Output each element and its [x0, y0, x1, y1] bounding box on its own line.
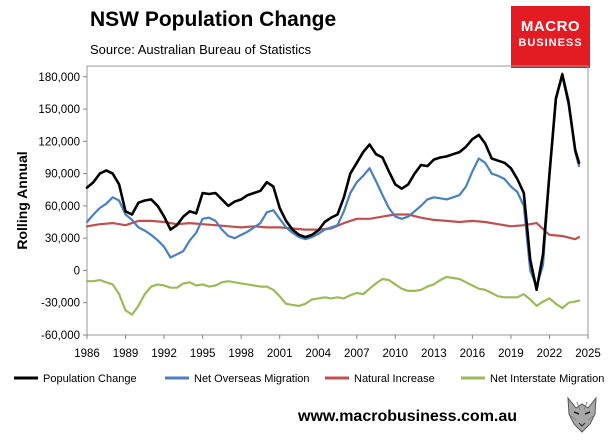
wolf-mascot-icon — [562, 394, 602, 436]
logo-line-2: BUSINESS — [518, 37, 583, 49]
y-axis-ticks: -60,000 -30,000 0 30,000 60,000 90,000 120,000… — [38, 72, 87, 342]
x-tick-label: 1989 — [113, 348, 139, 360]
y-axis-title: Rolling Annual — [14, 151, 30, 249]
x-axis-ticks: 1986 1989 1992 1995 1998 2001 2004 2007 2010 2013… — [74, 335, 601, 360]
x-tick-label: 2016 — [460, 348, 486, 360]
y-tick-label: 180,000 — [38, 72, 80, 84]
series-line-net-overseas-migration — [85, 72, 581, 288]
plot-frame — [86, 65, 589, 336]
series-line-population-change — [85, 73, 581, 292]
chart-title: NSW Population Change — [90, 8, 337, 31]
x-tick-label: 2013 — [421, 348, 447, 360]
x-tick-label: 1986 — [74, 348, 100, 360]
y-tick-label: 60,000 — [45, 201, 80, 213]
y-tick-label: -30,000 — [41, 298, 80, 310]
x-tick-label: 1998 — [228, 348, 254, 360]
x-tick-label: 2004 — [305, 348, 331, 360]
y-tick-label: 120,000 — [38, 136, 80, 148]
website-url: www.macrobusiness.com.au — [298, 408, 518, 425]
x-tick-label: 2001 — [267, 348, 293, 360]
x-tick-label: 1995 — [190, 348, 216, 360]
series-lines — [85, 72, 581, 316]
y-axis-title-group: Rolling Annual — [14, 151, 30, 249]
series-line-net-interstate-migration — [85, 275, 581, 316]
plot-border — [86, 65, 589, 336]
y-tick-label: 90,000 — [45, 169, 80, 181]
x-tick-label: 2022 — [537, 348, 563, 360]
chart-subtitle: Source: Australian Bureau of Statistics — [90, 42, 312, 57]
legend: Population Change Net Overseas Migration N… — [14, 373, 604, 385]
logo-line-1: MACRO — [520, 18, 581, 35]
x-tick-label: 2007 — [344, 348, 370, 360]
y-tick-label: 0 — [74, 265, 80, 277]
legend-label: Natural Increase — [354, 373, 435, 385]
legend-label: Net Interstate Migration — [490, 373, 604, 385]
legend-label: Population Change — [43, 373, 137, 385]
y-tick-label: 150,000 — [38, 104, 80, 116]
x-tick-label: 2010 — [383, 348, 409, 360]
y-tick-label: -60,000 — [41, 330, 80, 342]
y-tick-label: 30,000 — [45, 233, 80, 245]
legend-label: Net Overseas Migration — [194, 373, 310, 385]
brand-logo: MACRO BUSINESS — [511, 6, 590, 68]
x-tick-label: 1992 — [151, 348, 177, 360]
x-tick-label: 2025 — [575, 348, 601, 360]
x-tick-label: 2019 — [498, 348, 524, 360]
